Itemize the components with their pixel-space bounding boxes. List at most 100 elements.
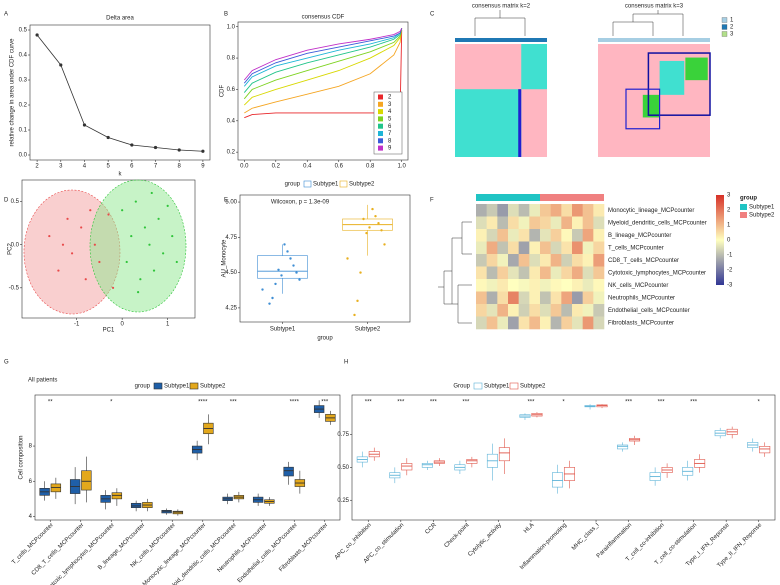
heat-cell — [572, 241, 583, 255]
point — [283, 243, 286, 246]
plot-frame — [21, 179, 196, 319]
heat-cell — [540, 291, 551, 305]
y-tick-label: 0.0 — [19, 153, 28, 159]
legend-label: 9 — [388, 146, 392, 152]
legend-key — [378, 138, 383, 144]
box — [466, 459, 478, 464]
point — [346, 257, 349, 260]
heat-cell — [529, 254, 541, 267]
colorbar-label: 2 — [727, 208, 731, 214]
x-axis-label: PC1 — [103, 328, 115, 334]
point — [362, 217, 365, 221]
significance-label: *** — [230, 400, 238, 406]
heat-cell — [486, 216, 498, 230]
legend-key — [339, 180, 348, 188]
heat-cell — [561, 229, 573, 242]
legend-key — [153, 382, 163, 390]
heat-cell — [572, 291, 583, 305]
y-tick-label: 0.75 — [337, 432, 349, 438]
legend-label: Subtype1 — [313, 182, 339, 188]
heat-cell — [561, 216, 573, 230]
panel-letter: G — [4, 360, 9, 366]
point — [374, 214, 377, 218]
point — [171, 234, 174, 238]
box — [257, 255, 308, 279]
heat-cell — [582, 229, 594, 242]
significance-label: *** — [397, 400, 405, 406]
matrix-block — [642, 94, 660, 118]
y-axis-label: relative change in area under CDF curve — [10, 38, 16, 147]
heat-cell — [582, 316, 594, 330]
group-annotation — [540, 194, 604, 201]
heat-cell — [476, 304, 487, 317]
heat-cell — [593, 229, 605, 242]
heat-cell — [529, 316, 541, 330]
heat-cell — [593, 279, 605, 292]
box — [617, 444, 629, 450]
legend-title: group — [135, 384, 151, 390]
heat-cell — [561, 304, 573, 317]
heat-cell — [572, 204, 583, 217]
colorbar — [716, 195, 724, 285]
y-axis-label: AU_Monocyte — [222, 239, 228, 277]
panel-letter: H — [344, 360, 348, 366]
panel-letter: A — [4, 12, 8, 18]
legend-key — [378, 123, 383, 129]
heat-cell — [486, 304, 498, 317]
heat-cell — [529, 279, 541, 292]
heat-cell — [508, 266, 519, 280]
point — [380, 229, 383, 232]
heat-cell — [497, 266, 509, 280]
heat-cell — [593, 291, 605, 305]
heat-cell — [540, 241, 551, 255]
heat-cell — [497, 316, 509, 330]
x-tick-label: 3 — [59, 164, 63, 170]
x-tick-label: 0.6 — [335, 164, 344, 170]
heat-cell — [518, 279, 530, 292]
box — [552, 472, 564, 488]
legend-key — [509, 382, 519, 390]
heat-cell — [572, 216, 583, 230]
point — [84, 278, 87, 281]
x-tick-label: 0.2 — [272, 164, 281, 170]
point — [98, 260, 101, 264]
significance-label: *** — [690, 400, 698, 406]
y-axis-label: PC2 — [8, 243, 14, 255]
x-tick-label: 6 — [130, 164, 134, 170]
heat-cell — [476, 216, 487, 230]
panel-letter: D — [4, 198, 9, 204]
legend-label: 8 — [388, 138, 392, 144]
heat-cell — [529, 266, 541, 280]
row-label: CD8_T_cells_MCPcounter — [608, 258, 679, 264]
legend-label: 4 — [388, 109, 392, 115]
point — [48, 234, 51, 238]
heat-cell — [550, 304, 562, 317]
heat-cell — [486, 266, 498, 280]
line — [36, 34, 203, 152]
heat-cell — [561, 279, 573, 292]
point — [150, 191, 153, 195]
legend-label: 2 — [730, 25, 734, 31]
legend-key — [378, 94, 383, 100]
heat-cell — [561, 316, 573, 330]
legend-key — [378, 116, 383, 122]
y-tick-label: 8 — [29, 444, 33, 450]
heat-cell — [518, 316, 530, 330]
x-tick-label: 0.8 — [366, 164, 375, 170]
heat-cell — [518, 291, 530, 305]
significance-label: ** — [48, 400, 53, 406]
chart-title: consensus CDF — [302, 15, 345, 21]
point — [66, 217, 69, 220]
heat-cell — [476, 291, 487, 305]
heat-cell — [476, 229, 487, 242]
heat-cell — [497, 241, 509, 255]
heat-cell — [593, 316, 605, 330]
panel-letter: E — [224, 198, 228, 204]
heat-cell — [508, 304, 519, 317]
point — [274, 282, 277, 286]
heat-cell — [486, 291, 498, 305]
legend-key — [378, 131, 383, 136]
heat-cell — [572, 229, 583, 242]
legend-label: 3 — [730, 32, 734, 38]
significance-label: * — [758, 400, 761, 406]
